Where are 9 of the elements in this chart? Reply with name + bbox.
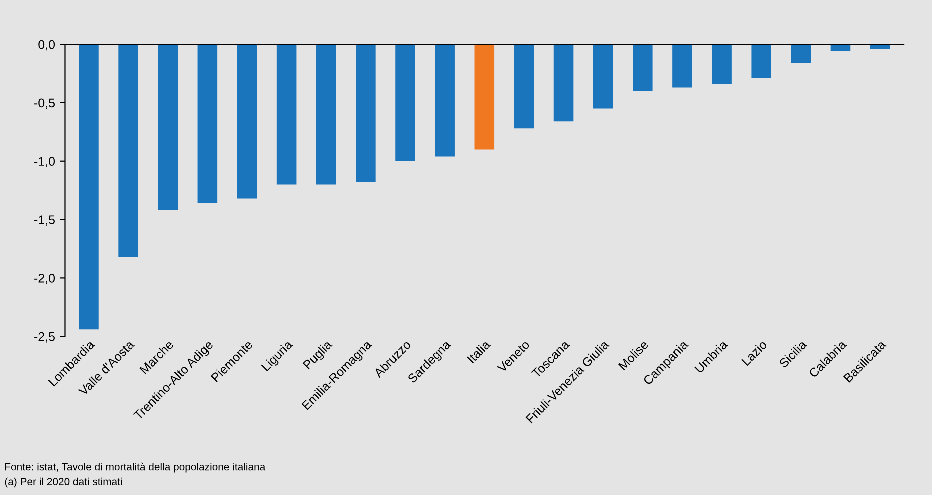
- y-tick-label: -1,5: [34, 216, 55, 226]
- y-tick-label: -1,0: [34, 157, 56, 168]
- x-tick-label: Italia: [466, 339, 492, 364]
- y-tick-label: 0,0: [38, 40, 56, 51]
- y-tick-label: -0,5: [34, 98, 55, 110]
- y-tick-label: -2,5: [34, 332, 55, 343]
- y-tick-label: -2,0: [34, 274, 56, 284]
- text: (a) Per il 2020 dati stimati: [5, 478, 122, 488]
- source-note: Fonte: istat, Tavole di mortalità della popolazione italiana: [6, 462, 266, 473]
